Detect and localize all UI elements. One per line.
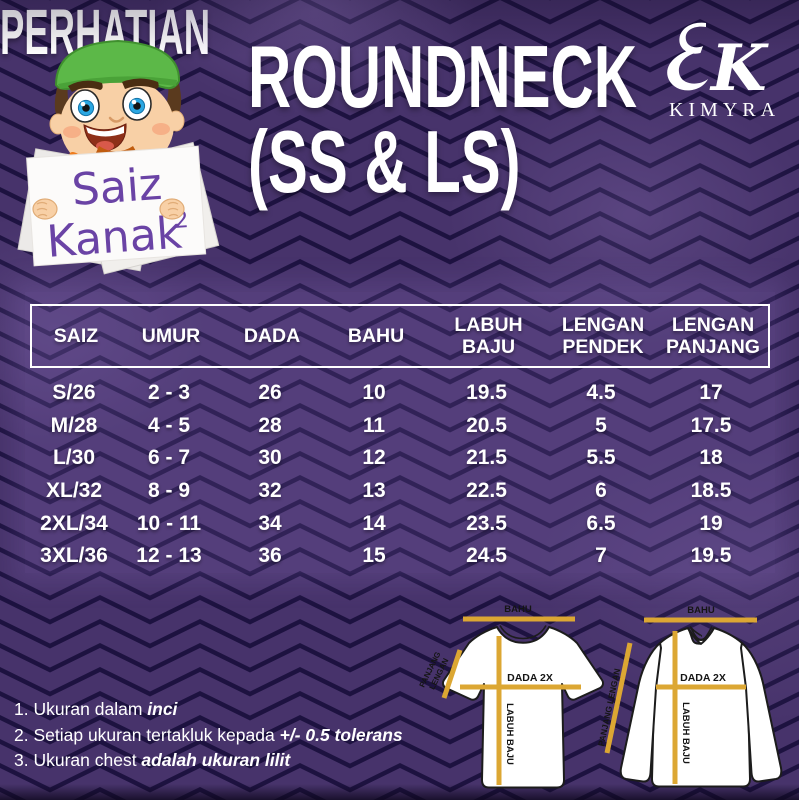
table-cell: 2 - 3 [147,381,191,405]
boy-character-illustration: Saiz Kanak 2 [17,39,220,275]
bahu-label: BAHU [687,605,715,616]
table-row: XL/32 8 - 9 32 13 22.5 6 18.5 [30,475,770,508]
table-row: 3XL/36 12 - 13 36 15 24.5 7 19.5 [30,540,770,573]
labuh-baju-label: LABUH BAJU [680,702,691,764]
table-cell: 13 [362,479,386,503]
notes-list: 1. Ukuran dalam inci 2. Setiap ukuran te… [14,697,403,774]
table-cell: L/30 [52,446,96,470]
table-cell: 36 [258,544,282,568]
table-cell: 10 [362,381,386,405]
table-cell: 12 [362,446,386,470]
note-item: 3. Ukuran chest adalah ukuran lilit [14,750,291,771]
table-cell: 18.5 [690,479,732,503]
size-table-body: S/26 2 - 3 26 10 19.5 4.5 17 M/28 4 - 5 28 11 20.5 5… [30,377,770,573]
header-cell-labuh-baju: LABUH BAJU [454,313,523,358]
table-row: M/28 4 - 5 28 11 20.5 5 17.5 [30,410,770,443]
table-cell: 17 [699,381,723,405]
table-cell: 19 [699,511,723,535]
table-cell: 34 [258,511,282,535]
note-item: 1. Ukuran dalam inci [14,699,178,719]
short-sleeve-shirt [441,626,605,789]
boy-cheek [63,126,81,138]
table-cell: 4 - 5 [147,413,191,437]
boy-eye-highlight [131,99,137,105]
table-cell: 28 [258,413,282,437]
dada-label: DADA 2X [507,672,553,684]
table-cell: 30 [258,446,282,470]
table-cell: 6 [595,479,607,503]
brand-name: KIMYRA [668,99,781,121]
table-cell: 8 - 9 [147,479,191,503]
table-cell: 11 [362,413,386,437]
dada-label: DADA 2X [680,672,726,684]
table-cell: 4.5 [586,381,616,405]
labuh-baju-label: LABUH BAJU [504,703,515,765]
table-cell: 2XL/34 [40,511,108,535]
size-table-header: SAIZ UMUR DADA BAHU LABUH BAJU LENGAN PE… [30,304,770,368]
page-title-line2: (SS & LS) [248,112,521,211]
header-cell-bahu: BAHU [347,324,405,347]
header-cell-umur: UMUR [141,324,201,347]
table-cell: 17.5 [690,413,732,437]
table-cell: XL/32 [45,479,103,503]
table-cell: 15 [362,544,386,568]
table-cell: 3XL/36 [40,544,108,568]
boy-cheek [152,123,170,135]
table-cell: 6 - 7 [147,446,191,470]
table-row: 2XL/34 10 - 11 34 14 23.5 6.5 19 [30,507,770,540]
shirt-diagram-long-sleeve: BAHU DADA 2X LABUH BAJU PANJANG LENGAN [596,605,783,788]
table-cell: 14 [362,511,386,535]
collar-rib [499,625,547,640]
table-row: L/30 6 - 7 30 12 21.5 5.5 18 [30,442,770,475]
header-cell-dada: DADA [243,324,301,347]
table-cell: S/26 [52,381,96,405]
brand-logo: K KIMYRA [648,22,796,122]
table-cell: 19.5 [466,381,507,405]
table-cell: 20.5 [466,413,507,437]
table-cell: 10 - 11 [136,511,202,535]
table-cell: 24.5 [466,544,507,568]
note-item: 2. Setiap ukuran tertakluk kepada +/- 0.… [14,724,403,745]
sign-line1: Saiz [70,159,164,216]
table-cell: 32 [258,479,282,503]
table-cell: 21.5 [466,446,507,470]
table-cell: 6.5 [586,511,616,535]
table-cell: 5.5 [586,446,616,470]
header-cell-saiz: SAIZ [53,324,99,347]
table-cell: 23.5 [466,511,507,535]
table-cell: 19.5 [690,544,732,568]
header-cell-lengan-panjang: LENGAN PANJANG [666,313,760,358]
shirt-diagram-short-sleeve: BAHU DADA 2X LABUH BAJU PANJANG LENGAN [418,604,605,789]
bahu-label: BAHU [504,604,532,615]
long-sleeve-shirt-body [651,627,751,788]
table-cell: 12 - 13 [136,544,202,568]
table-cell: 7 [595,544,607,568]
page-title-line1: ROUNDNECK [248,27,637,126]
table-cell: 26 [258,381,282,405]
table-row: S/26 2 - 3 26 10 19.5 4.5 17 [30,377,770,410]
brand-mark-icon: K [667,22,769,106]
svg-text:K: K [709,31,769,98]
table-cell: 18 [699,446,723,470]
boy-hand [159,198,185,220]
header-cell-lengan-pendek: LENGAN PENDEK [561,313,645,358]
table-cell: 22.5 [466,479,507,503]
table-cell: M/28 [50,413,98,437]
boy-eye-highlight [80,101,86,107]
boy-hand [32,198,58,220]
table-cell: 5 [595,413,607,437]
